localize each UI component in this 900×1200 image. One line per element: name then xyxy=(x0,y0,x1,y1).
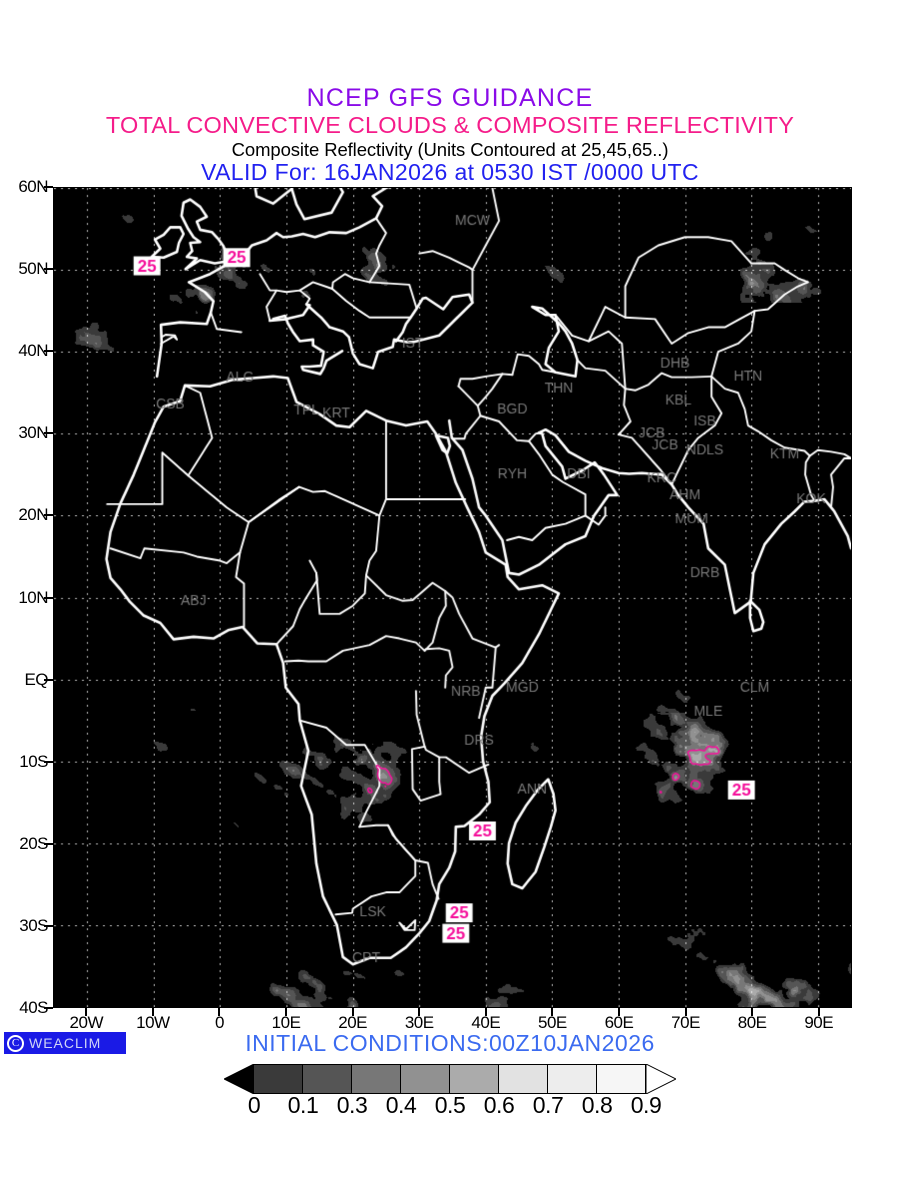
x-axis-tick-mark xyxy=(351,1008,354,1016)
x-axis-tick-mark xyxy=(817,1008,820,1016)
page-title: NCEP GFS GUIDANCE xyxy=(306,84,594,112)
y-axis-tick-mark xyxy=(44,350,53,353)
colorbar-cell xyxy=(303,1064,352,1094)
initial-conditions-text: INITIAL CONDITIONS:00Z10JAN2026 xyxy=(245,1030,655,1056)
y-axis-tick-mark xyxy=(44,924,53,927)
map-plot-area[interactable] xyxy=(53,187,852,1008)
x-axis-tick-mark xyxy=(151,1008,154,1016)
y-axis-tick-mark xyxy=(44,186,53,188)
x-axis-tick-mark xyxy=(617,1008,620,1016)
x-axis-tick-mark xyxy=(418,1008,421,1016)
title-units-note: Composite Reflectivity (Units Contoured … xyxy=(231,138,669,160)
colorbar-tick-label: 0.5 xyxy=(434,1092,466,1118)
title-valid-time: VALID For: 16JAN2026 at 0530 IST /0000 U… xyxy=(201,159,699,185)
logo-mark-letter: C xyxy=(11,1036,20,1049)
y-axis-tick-mark xyxy=(44,842,53,845)
colorbar-tick-label: 0.7 xyxy=(532,1092,564,1118)
colorbar-labels: 0 0.1 0.3 0.4 0.5 0.6 0.7 0.8 0.9 xyxy=(0,1092,900,1120)
y-axis-tick-label: EQ xyxy=(24,669,48,689)
y-axis-tick-label: 40S xyxy=(19,998,48,1017)
y-axis-tick-label: 20N xyxy=(18,505,48,525)
y-axis-tick-label: 10N xyxy=(18,587,48,607)
colorbar-tick-label: 0.9 xyxy=(630,1092,662,1118)
y-axis-tick-mark xyxy=(44,596,53,599)
title-subtitle: TOTAL CONVECTIVE CLOUDS & COMPOSITE REFL… xyxy=(105,112,795,138)
y-axis-tick-label: 40N xyxy=(18,341,48,361)
weather-map-canvas[interactable] xyxy=(54,188,851,1007)
colorbar-cell xyxy=(254,1064,303,1094)
x-axis-tick-mark xyxy=(551,1008,554,1016)
colorbar-cell xyxy=(450,1064,499,1094)
colorbar-low-cap xyxy=(224,1064,254,1094)
colorbar-tick-label: 0.4 xyxy=(385,1092,417,1118)
colorbar-tick-label: 0 xyxy=(247,1092,261,1118)
weaclim-label: WEACLIM xyxy=(29,1035,102,1051)
colorbar-tick-label: 0.1 xyxy=(287,1092,319,1118)
x-axis-tick-mark xyxy=(751,1008,754,1016)
y-axis-tick-mark xyxy=(44,268,53,271)
y-axis-tick-label: 50N xyxy=(18,259,48,279)
colorbar-tick-label: 0.8 xyxy=(581,1092,613,1118)
y-axis-tick-mark xyxy=(44,678,53,681)
x-axis-tick-mark xyxy=(684,1008,687,1016)
colorbar-cell xyxy=(597,1064,646,1094)
x-axis-tick-mark xyxy=(85,1008,88,1016)
y-axis-tick-mark xyxy=(44,1007,53,1009)
title-block: NCEP GFS GUIDANCE TOTAL CONVECTIVE CLOUD… xyxy=(0,86,900,184)
x-axis-tick-mark xyxy=(285,1008,288,1016)
colorbar-cell xyxy=(499,1064,548,1094)
x-axis-tick-mark xyxy=(484,1008,487,1016)
colorbar xyxy=(0,1064,900,1094)
copyright-circle-icon: C xyxy=(7,1034,24,1052)
colorbar-cell xyxy=(401,1064,450,1094)
colorbar-high-cap xyxy=(646,1064,676,1094)
weaclim-logo-badge[interactable]: C WEACLIM xyxy=(4,1032,126,1054)
y-axis-tick-label: 10S xyxy=(19,751,48,771)
y-axis-tick-mark xyxy=(44,514,53,517)
y-axis-tick-mark xyxy=(44,432,53,435)
y-axis-tick-mark xyxy=(44,760,53,763)
y-axis-tick-label: 30S xyxy=(19,915,48,935)
colorbar-tick-label: 0.3 xyxy=(336,1092,368,1118)
y-axis-tick-label: 20S xyxy=(19,833,48,853)
x-axis-tick-mark xyxy=(218,1008,221,1016)
colorbar-cell xyxy=(548,1064,597,1094)
colorbar-cell xyxy=(352,1064,401,1094)
colorbar-tick-label: 0.6 xyxy=(483,1092,515,1118)
y-axis-tick-label: 30N xyxy=(18,423,48,443)
